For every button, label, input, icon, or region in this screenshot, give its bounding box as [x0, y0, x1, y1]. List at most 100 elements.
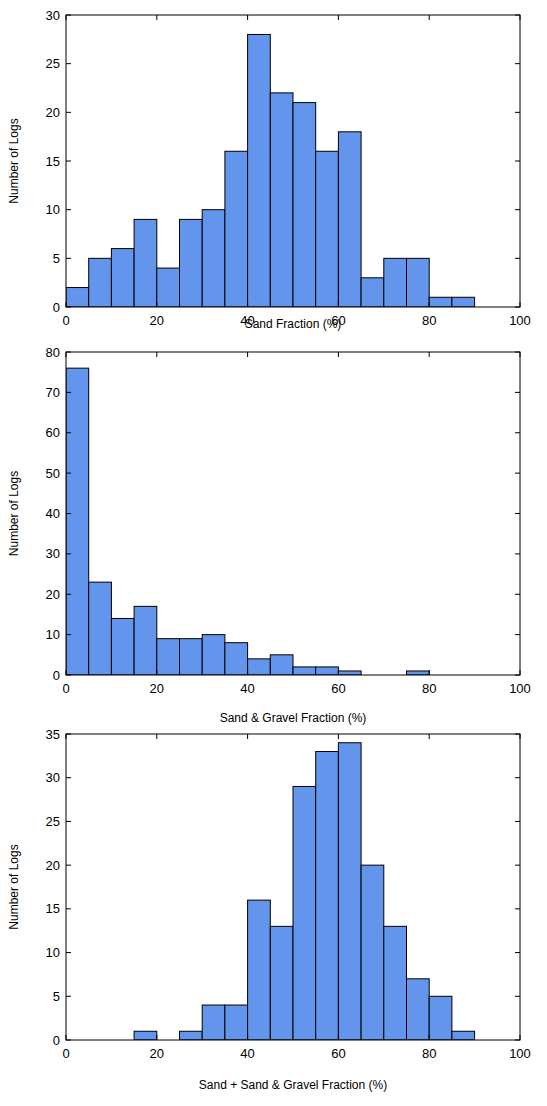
y-tick-label: 5 [53, 989, 60, 1004]
y-tick-label: 80 [46, 345, 60, 360]
y-tick-label: 70 [46, 385, 60, 400]
y-tick-label: 20 [46, 858, 60, 873]
bar [407, 671, 430, 675]
bar [134, 1031, 157, 1040]
bar [225, 643, 248, 675]
y-tick [515, 112, 520, 113]
x-tick-label: 80 [422, 681, 436, 696]
y-tick [66, 675, 71, 676]
y-tick [66, 821, 71, 822]
frame [66, 352, 520, 675]
y-tick [66, 513, 71, 514]
y-tick-label: 5 [53, 251, 60, 266]
x-tick-label: 0 [62, 681, 69, 696]
x-tick [66, 1035, 67, 1040]
x-tick [429, 302, 430, 307]
y-tick-label: 0 [53, 1033, 60, 1048]
y-tick [515, 432, 520, 433]
bar [66, 288, 89, 307]
x-tick-label: 20 [150, 681, 164, 696]
figure: 051015202530020406080100Sand Fraction (%… [0, 0, 547, 1106]
y-tick [66, 15, 71, 16]
x-tick [156, 734, 157, 739]
y-axis-label: Number of Logs [7, 844, 21, 929]
x-axis-label: Sand Fraction (%) [245, 317, 342, 331]
y-tick [515, 594, 520, 595]
y-tick [66, 392, 71, 393]
x-tick [156, 670, 157, 675]
bar [225, 1005, 248, 1040]
x-tick [520, 352, 521, 357]
x-tick-label: 40 [240, 1046, 254, 1061]
bar [202, 210, 225, 307]
y-tick-label: 40 [46, 506, 60, 521]
x-tick-label: 40 [240, 681, 254, 696]
x-tick [429, 15, 430, 20]
x-tick [66, 670, 67, 675]
y-tick-label: 30 [46, 770, 60, 785]
bar [270, 926, 293, 1040]
y-axis-label: Number of Logs [7, 118, 21, 203]
bar [338, 132, 361, 307]
y-tick [515, 908, 520, 909]
bar [384, 258, 407, 307]
y-tick-label: 10 [46, 627, 60, 642]
x-tick [66, 734, 67, 739]
x-tick-label: 60 [331, 1046, 345, 1061]
y-tick [66, 996, 71, 997]
bar [202, 1005, 225, 1040]
x-tick [520, 670, 521, 675]
x-tick [66, 15, 67, 20]
y-tick [515, 513, 520, 514]
x-tick-label: 20 [150, 313, 164, 328]
y-tick-label: 35 [46, 727, 60, 742]
y-tick-label: 0 [53, 668, 60, 683]
x-tick-label: 60 [331, 681, 345, 696]
bar [452, 1031, 475, 1040]
y-tick [66, 307, 71, 308]
y-tick [515, 821, 520, 822]
bar [338, 671, 361, 675]
bar [248, 900, 271, 1040]
y-tick [66, 734, 71, 735]
x-tick-label: 20 [150, 1046, 164, 1061]
y-tick [66, 594, 71, 595]
x-tick [247, 15, 248, 20]
bars [66, 368, 429, 675]
bar [180, 639, 203, 675]
x-tick [338, 1035, 339, 1040]
x-tick-label: 0 [62, 313, 69, 328]
y-tick-label: 0 [53, 300, 60, 315]
bar [66, 368, 89, 675]
x-tick [338, 670, 339, 675]
y-tick [515, 734, 520, 735]
y-tick [66, 553, 71, 554]
y-tick-label: 25 [46, 56, 60, 71]
bar [89, 258, 112, 307]
bar [407, 258, 430, 307]
x-tick [156, 352, 157, 357]
x-tick [66, 302, 67, 307]
x-tick-label: 80 [422, 313, 436, 328]
bar [270, 93, 293, 307]
bar [111, 249, 134, 307]
y-tick [515, 952, 520, 953]
bar [429, 297, 452, 307]
chart: 01020304050607080020406080100Sand & Grav… [7, 345, 531, 726]
bars [66, 34, 475, 307]
y-tick [515, 392, 520, 393]
x-tick-label: 0 [62, 1046, 69, 1061]
bar [316, 151, 339, 307]
bar [384, 926, 407, 1040]
frame [66, 734, 520, 1040]
x-tick [520, 302, 521, 307]
y-tick-label: 25 [46, 814, 60, 829]
x-tick [520, 734, 521, 739]
x-axis-label: Sand & Gravel Fraction (%) [220, 711, 367, 725]
y-tick [66, 352, 71, 353]
x-tick [247, 670, 248, 675]
y-tick-label: 60 [46, 425, 60, 440]
y-tick [515, 996, 520, 997]
y-tick [66, 161, 71, 162]
bar [316, 751, 339, 1040]
